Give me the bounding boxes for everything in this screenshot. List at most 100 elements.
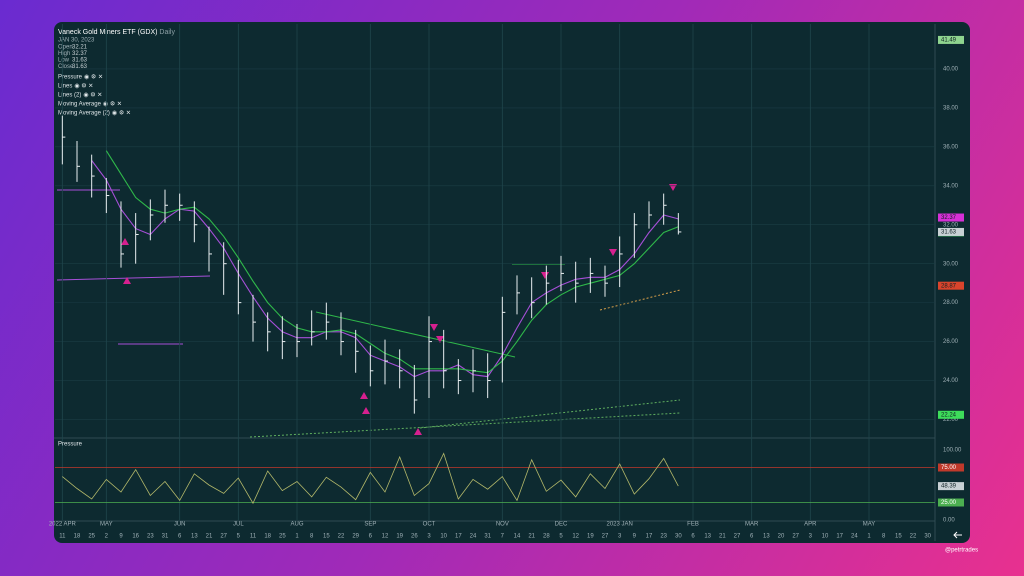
window-bg <box>54 22 970 543</box>
x-tick-label: 24 <box>851 534 858 540</box>
indicator-list: Pressure ◉ ⚙ ✕Lines ◉ ⚙ ✕Lines (2) ◉ ⚙ ✕Mov… <box>58 74 131 117</box>
x-tick-label: 25 <box>88 534 95 540</box>
price-box <box>938 35 964 44</box>
title: Vaneck Gold Miners ETF (GDX) Daily <box>58 29 175 36</box>
y-tick-label: 24.00 <box>943 378 959 384</box>
x-tick-label: 3 <box>618 534 622 540</box>
month-label: OCT <box>423 522 436 528</box>
x-tick-label: 11 <box>250 534 257 540</box>
interval: Daily <box>159 29 175 36</box>
month-label: SEP <box>364 522 376 528</box>
month-label: AUG <box>290 522 303 528</box>
indicator-label: Pressure <box>58 75 83 81</box>
x-tick-label: 17 <box>646 534 653 540</box>
x-tick-label: 5 <box>559 534 563 540</box>
x-tick-label: 13 <box>191 534 198 540</box>
price-label: 22.24 <box>941 412 957 418</box>
x-tick-label: 20 <box>778 534 785 540</box>
x-tick-label: 2 <box>105 534 109 540</box>
month-label: MAY <box>100 522 113 528</box>
indicator-controls[interactable]: ◉ ⚙ ✕ <box>103 101 122 108</box>
x-tick-label: 12 <box>572 534 579 540</box>
x-tick-label: 6 <box>691 534 695 540</box>
indicator-controls[interactable]: ◉ ⚙ ✕ <box>84 74 103 81</box>
price-label: 41.49 <box>941 38 957 44</box>
month-label: 2022 APR <box>49 522 77 528</box>
x-tick-label: 15 <box>895 534 902 540</box>
x-tick-label: 27 <box>602 534 609 540</box>
x-tick-label: 25 <box>279 534 286 540</box>
y-tick-label: 36.00 <box>943 144 959 150</box>
month-label: JUL <box>233 522 244 528</box>
x-tick-label: 1 <box>867 534 871 540</box>
x-tick-label: 23 <box>147 534 154 540</box>
title-text: Vaneck Gold Miners ETF (GDX) <box>58 29 157 36</box>
x-tick-label: 13 <box>704 534 711 540</box>
pressure-line <box>62 452 679 505</box>
x-tick-label: 6 <box>750 534 754 540</box>
x-tick-label: 21 <box>528 534 535 540</box>
x-tick-label: 17 <box>836 534 843 540</box>
ohlc-value: 32.21 <box>72 45 88 51</box>
x-tick-label: 22 <box>910 534 917 540</box>
x-tick-label: 21 <box>206 534 213 540</box>
x-tick-label: 22 <box>338 534 345 540</box>
x-tick-label: 12 <box>382 534 389 540</box>
x-tick-label: 21 <box>719 534 726 540</box>
ohlc-label: Low <box>58 58 70 64</box>
ohlc-value: 31.63 <box>72 58 88 64</box>
month-label: DEC <box>555 522 568 528</box>
level-box <box>938 498 964 507</box>
signal-up <box>123 277 131 284</box>
indicator-label: Lines <box>58 84 72 90</box>
month-label: 2023 JAN <box>606 522 632 528</box>
x-tick-label: 24 <box>470 534 477 540</box>
signal-down <box>430 324 438 331</box>
trend-line <box>56 275 211 281</box>
pressure-tick-label: 0.00 <box>943 518 955 524</box>
pressure-value: 48.39 <box>941 484 957 490</box>
x-tick-label: 18 <box>74 534 81 540</box>
month-label: MAR <box>745 522 759 528</box>
month-label: JUN <box>174 522 186 528</box>
x-tick-label: 6 <box>178 534 182 540</box>
x-tick-label: 10 <box>440 534 447 540</box>
x-tick-label: 8 <box>310 534 314 540</box>
y-tick-label: 30.00 <box>943 261 959 267</box>
x-tick-label: 19 <box>396 534 403 540</box>
x-tick-label: 23 <box>660 534 667 540</box>
trend-line <box>599 289 681 311</box>
trend-line <box>419 399 681 429</box>
x-tick-label: 17 <box>455 534 462 540</box>
y-tick-label: 32.00 <box>943 222 959 228</box>
moving-average <box>105 150 679 374</box>
back-icon[interactable] <box>953 531 962 539</box>
x-tick-label: 28 <box>543 534 550 540</box>
y-tick-label: 38.00 <box>943 105 959 111</box>
price-label: 28.87 <box>941 283 957 289</box>
close-label: 31.63 <box>941 230 957 236</box>
month-label: NOV <box>496 522 509 528</box>
ohlc-label: High <box>58 51 70 57</box>
x-tick-label: 3 <box>809 534 813 540</box>
signal-up <box>414 428 422 435</box>
x-tick-label: 27 <box>220 534 227 540</box>
signal-down <box>436 336 444 343</box>
month-label: FEB <box>687 522 699 528</box>
indicator-controls[interactable]: ◉ ⚙ ✕ <box>112 110 131 117</box>
y-tick-label: 26.00 <box>943 339 959 345</box>
x-tick-label: 16 <box>132 534 139 540</box>
trend-line <box>315 311 516 358</box>
x-tick-label: 18 <box>264 534 271 540</box>
close-box <box>938 227 964 236</box>
watermark: @petrtrades <box>945 548 978 554</box>
x-tick-label: 10 <box>822 534 829 540</box>
ohlc-label: Open <box>58 45 73 51</box>
x-tick-label: 30 <box>924 534 931 540</box>
indicator-controls[interactable]: ◉ ⚙ ✕ <box>83 92 102 99</box>
x-tick-label: 11 <box>59 534 66 540</box>
indicator-controls[interactable]: ◉ ⚙ ✕ <box>74 83 93 90</box>
